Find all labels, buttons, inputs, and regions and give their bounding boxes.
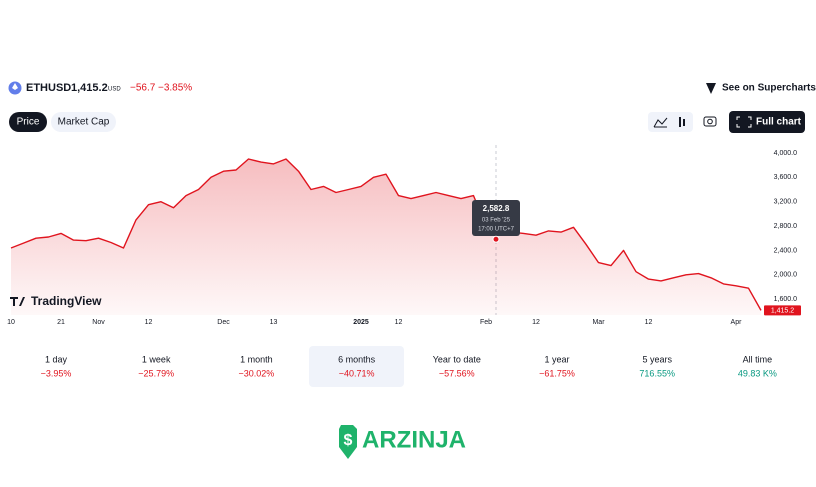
change: −56.7 — [130, 83, 156, 94]
symbol: ETHUSD — [26, 82, 71, 94]
watermark: TradingView — [31, 294, 102, 308]
tooltip-date: 03 Feb '25 — [482, 218, 511, 224]
last-price-badge — [764, 305, 801, 316]
period-change[interactable]: −61.75% — [539, 368, 575, 378]
change-percent: −3.85% — [158, 83, 192, 94]
y-tick-label: 2,400.0 — [774, 247, 797, 254]
period-change[interactable]: −30.02% — [239, 368, 275, 378]
eth-glyph — [12, 83, 18, 90]
chart-style-toggle[interactable] — [648, 112, 693, 132]
x-tick-label: 21 — [57, 319, 65, 326]
x-tick-label: 12 — [645, 319, 653, 326]
y-tick-label: 3,200.0 — [774, 199, 797, 206]
y-tick-label: 1,600.0 — [774, 296, 797, 303]
period-label[interactable]: 1 year — [544, 354, 569, 364]
logo-text: ARZINJA — [362, 426, 466, 453]
period-selected[interactable] — [309, 346, 404, 387]
camera-lens — [707, 118, 713, 125]
y-tick-label: 2,000.0 — [774, 272, 797, 279]
period-label[interactable]: 1 day — [45, 354, 68, 364]
period-label[interactable]: 5 years — [642, 354, 672, 364]
x-tick-label: Dec — [217, 319, 230, 326]
period-change[interactable]: 716.55% — [639, 368, 675, 378]
x-tick-label: Apr — [731, 319, 743, 326]
tab-label[interactable]: Price — [17, 117, 40, 128]
x-tick-label: 13 — [270, 319, 278, 326]
period-change[interactable]: −3.95% — [41, 368, 72, 378]
y-tick-label: 4,000.0 — [774, 150, 797, 157]
y-tick-label: 3,600.0 — [774, 174, 797, 181]
x-tick-label: Mar — [592, 319, 605, 326]
y-tick-label: 2,800.0 — [774, 223, 797, 230]
currency: USD — [108, 87, 121, 93]
period-change[interactable]: 49.83 K% — [738, 368, 777, 378]
tooltip-value: 2,582.8 — [483, 204, 510, 213]
logo-mark — [339, 425, 357, 459]
tooltip-box — [472, 200, 520, 236]
x-tick-label: 12 — [532, 319, 540, 326]
supercharts-icon — [706, 83, 716, 94]
tooltip-time: 17:00 UTC+7 — [478, 227, 515, 233]
price: 1,415.2 — [71, 82, 108, 94]
period-label[interactable]: 1 week — [142, 354, 171, 364]
period-label[interactable]: Year to date — [433, 354, 481, 364]
tab-active[interactable] — [9, 112, 47, 132]
period-label[interactable]: 1 month — [240, 354, 273, 364]
logo-glyph: $ — [344, 432, 353, 449]
tab[interactable] — [51, 112, 116, 132]
camera-icon[interactable] — [703, 116, 717, 127]
price-line — [10, 158, 762, 311]
full-chart-label[interactable]: Full chart — [756, 117, 802, 128]
x-tick-label: 12 — [395, 319, 403, 326]
period-label[interactable]: All time — [743, 354, 773, 364]
x-tick-label: Nov — [92, 319, 105, 326]
line-icon — [653, 117, 668, 128]
x-tick-label: Feb — [480, 319, 492, 326]
candle-icon — [679, 117, 685, 127]
plot: 1,600.0 2,000.0 2,400.0 2,800.0 3,200.0 3,600… — [7, 150, 801, 326]
tv-logo — [10, 297, 25, 306]
tab-label[interactable]: Market Cap — [58, 117, 110, 128]
area-fill — [11, 159, 761, 315]
hover-marker — [492, 235, 500, 243]
x-tick-label: 12 — [145, 319, 153, 326]
supercharts-link[interactable]: See on Supercharts — [722, 83, 816, 94]
x-tick-label: 2025 — [353, 319, 369, 326]
x-tick-label: 10 — [7, 319, 15, 326]
last-price-label: 1,415.2 — [771, 307, 794, 314]
fullscreen-icon — [736, 116, 752, 128]
period-label[interactable]: 6 months — [338, 354, 376, 364]
period-change[interactable]: −25.79% — [138, 368, 174, 378]
period-change[interactable]: −40.71% — [339, 368, 375, 378]
periods: 1 day −3.95% 1 week −25.79% 1 month −30.02% 6 … — [41, 354, 777, 378]
period-change[interactable]: −57.56% — [439, 368, 475, 378]
